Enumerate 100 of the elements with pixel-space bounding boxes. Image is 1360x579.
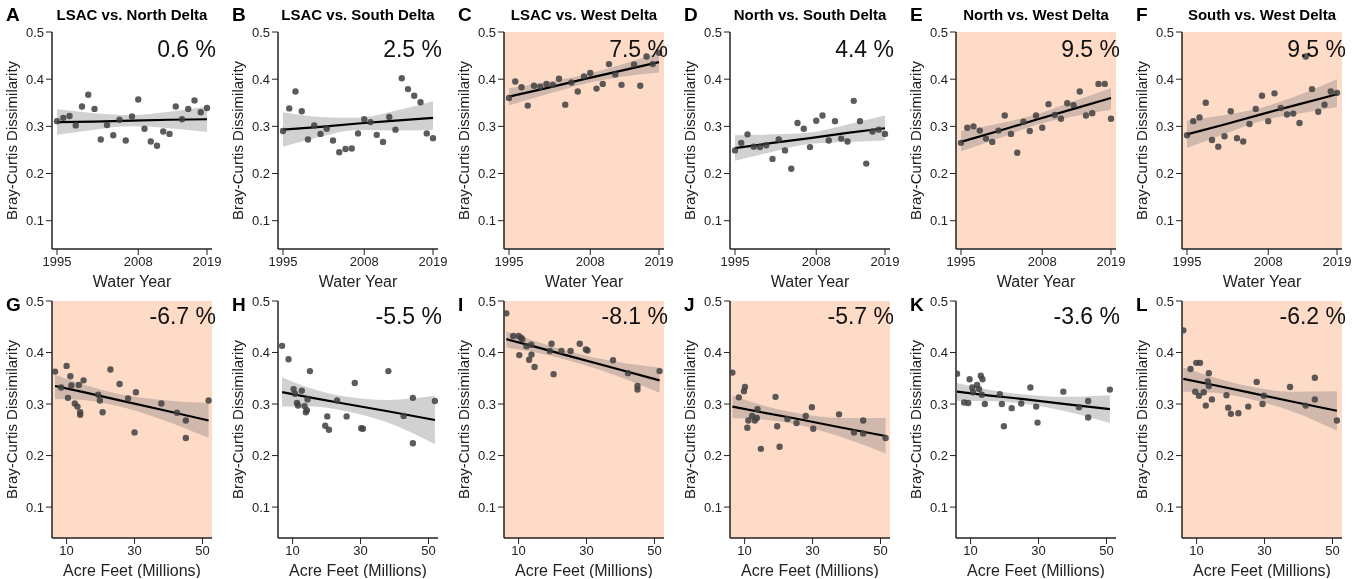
x-axis-title: Water Year xyxy=(1222,273,1302,290)
text: L xyxy=(1136,294,1148,316)
y-tick-label: 0.3 xyxy=(1155,396,1174,412)
y-tick-label: 0.2 xyxy=(929,448,948,464)
y-tick-label: 0.2 xyxy=(477,448,496,464)
y-tick-label: 0.1 xyxy=(25,499,44,515)
x-tick-label: 1995 xyxy=(1172,254,1202,270)
y-tick-label: 0.2 xyxy=(703,448,722,464)
x-tick-label: 2019 xyxy=(192,254,222,270)
x-tick-label: 10 xyxy=(737,543,752,559)
y-axis-title: Bray-Curtis Dissimilarity xyxy=(228,60,246,221)
annotation: 9.5 % xyxy=(1061,36,1120,63)
x-tick-label: 10 xyxy=(1189,543,1204,559)
x-tick-label: 2019 xyxy=(1096,254,1126,270)
text: D xyxy=(684,4,698,26)
y-tick-label: 0.4 xyxy=(1155,345,1174,361)
text: G xyxy=(6,294,21,316)
y-tick-label: 0.4 xyxy=(929,345,948,361)
y-tick-label: 0.1 xyxy=(929,213,948,229)
x-tick-label: 1995 xyxy=(946,254,976,270)
x-tick-label: 50 xyxy=(647,543,662,559)
x-tick-label: 2019 xyxy=(644,254,674,270)
y-axis-title: Bray-Curtis Dissimilarity xyxy=(2,60,20,221)
y-axis-title: Bray-Curtis Dissimilarity xyxy=(454,60,472,221)
x-axis-title: Water Year xyxy=(544,273,624,290)
x-axis-title: Water Year xyxy=(996,273,1076,290)
y-tick-label: 0.3 xyxy=(703,396,722,412)
x-tick-label: 2019 xyxy=(870,254,900,270)
y-tick-label: 0.2 xyxy=(251,166,270,182)
x-tick-label: 50 xyxy=(1325,543,1340,559)
y-tick-label: 0.2 xyxy=(703,166,722,182)
annotation: 9.5 % xyxy=(1287,36,1346,63)
y-tick-label: 0.3 xyxy=(703,118,722,134)
y-tick-label: 0.4 xyxy=(25,71,44,87)
y-tick-label: 0.4 xyxy=(703,345,722,361)
y-tick-label: 0.3 xyxy=(251,118,270,134)
x-tick-label: 2008 xyxy=(1253,254,1283,270)
annotation: -3.6 % xyxy=(1053,303,1120,330)
y-tick-label: 0.5 xyxy=(929,293,948,309)
y-tick-label: 0.5 xyxy=(25,293,44,309)
x-axis-title: Water Year xyxy=(770,273,850,290)
x-tick-label: 50 xyxy=(873,543,888,559)
y-tick-label: 0.2 xyxy=(251,448,270,464)
y-tick-label: 0.5 xyxy=(703,24,722,40)
y-tick-label: 0.4 xyxy=(929,71,948,87)
y-tick-label: 0.3 xyxy=(929,118,948,134)
text: I xyxy=(458,294,464,316)
y-tick-label: 0.1 xyxy=(251,499,270,515)
y-tick-label: 0.1 xyxy=(929,499,948,515)
y-tick-label: 0.2 xyxy=(929,166,948,182)
chart-title: South vs. West Delta xyxy=(1186,6,1338,23)
y-tick-label: 0.3 xyxy=(477,396,496,412)
x-tick-label: 30 xyxy=(1257,543,1272,559)
x-tick-label: 50 xyxy=(1099,543,1114,559)
y-tick-label: 0.4 xyxy=(703,71,722,87)
x-tick-label: 30 xyxy=(1031,543,1046,559)
x-tick-label: 10 xyxy=(511,543,526,559)
y-tick-label: 0.3 xyxy=(25,396,44,412)
x-tick-label: 2008 xyxy=(349,254,379,270)
annotation: 7.5 % xyxy=(609,36,668,63)
y-tick-label: 0.5 xyxy=(929,24,948,40)
x-tick-label: 2019 xyxy=(418,254,448,270)
x-tick-label: 10 xyxy=(59,543,74,559)
x-tick-label: 1995 xyxy=(494,254,524,270)
y-tick-label: 0.1 xyxy=(1155,499,1174,515)
chart-title: North vs. South Delta xyxy=(732,6,888,23)
chart-title: LSAC vs. South Delta xyxy=(280,6,436,23)
x-tick-label: 30 xyxy=(127,543,142,559)
y-tick-label: 0.5 xyxy=(703,293,722,309)
x-tick-label: 30 xyxy=(579,543,594,559)
x-tick-label: 2008 xyxy=(801,254,831,270)
x-tick-label: 1995 xyxy=(42,254,72,270)
y-tick-label: 0.5 xyxy=(25,24,44,40)
y-tick-label: 0.1 xyxy=(477,499,496,515)
y-tick-label: 0.1 xyxy=(251,213,270,229)
text: C xyxy=(458,4,472,26)
y-tick-label: 0.4 xyxy=(25,345,44,361)
text: F xyxy=(1136,4,1148,26)
annotation: 4.4 % xyxy=(835,36,894,63)
y-tick-label: 0.4 xyxy=(251,345,270,361)
x-tick-label: 2008 xyxy=(1027,254,1057,270)
x-tick-label: 2008 xyxy=(123,254,153,270)
x-axis-title: Water Year xyxy=(92,273,172,290)
y-tick-label: 0.3 xyxy=(251,396,270,412)
x-tick-label: 1995 xyxy=(268,254,298,270)
annotation: -5.7 % xyxy=(827,303,894,330)
y-tick-label: 0.2 xyxy=(25,166,44,182)
x-tick-label: 10 xyxy=(963,543,978,559)
x-tick-label: 10 xyxy=(285,543,300,559)
y-tick-label: 0.3 xyxy=(929,396,948,412)
y-axis-title: Bray-Curtis Dissimilarity xyxy=(228,339,246,500)
text: H xyxy=(232,294,246,316)
annotation: 2.5 % xyxy=(383,36,442,63)
y-axis-title: Bray-Curtis Dissimilarity xyxy=(906,60,924,221)
text: K xyxy=(910,294,924,316)
y-tick-label: 0.3 xyxy=(1155,118,1174,134)
y-tick-label: 0.2 xyxy=(25,448,44,464)
y-tick-label: 0.4 xyxy=(251,71,270,87)
y-tick-label: 0.5 xyxy=(251,293,270,309)
y-tick-label: 0.5 xyxy=(477,293,496,309)
